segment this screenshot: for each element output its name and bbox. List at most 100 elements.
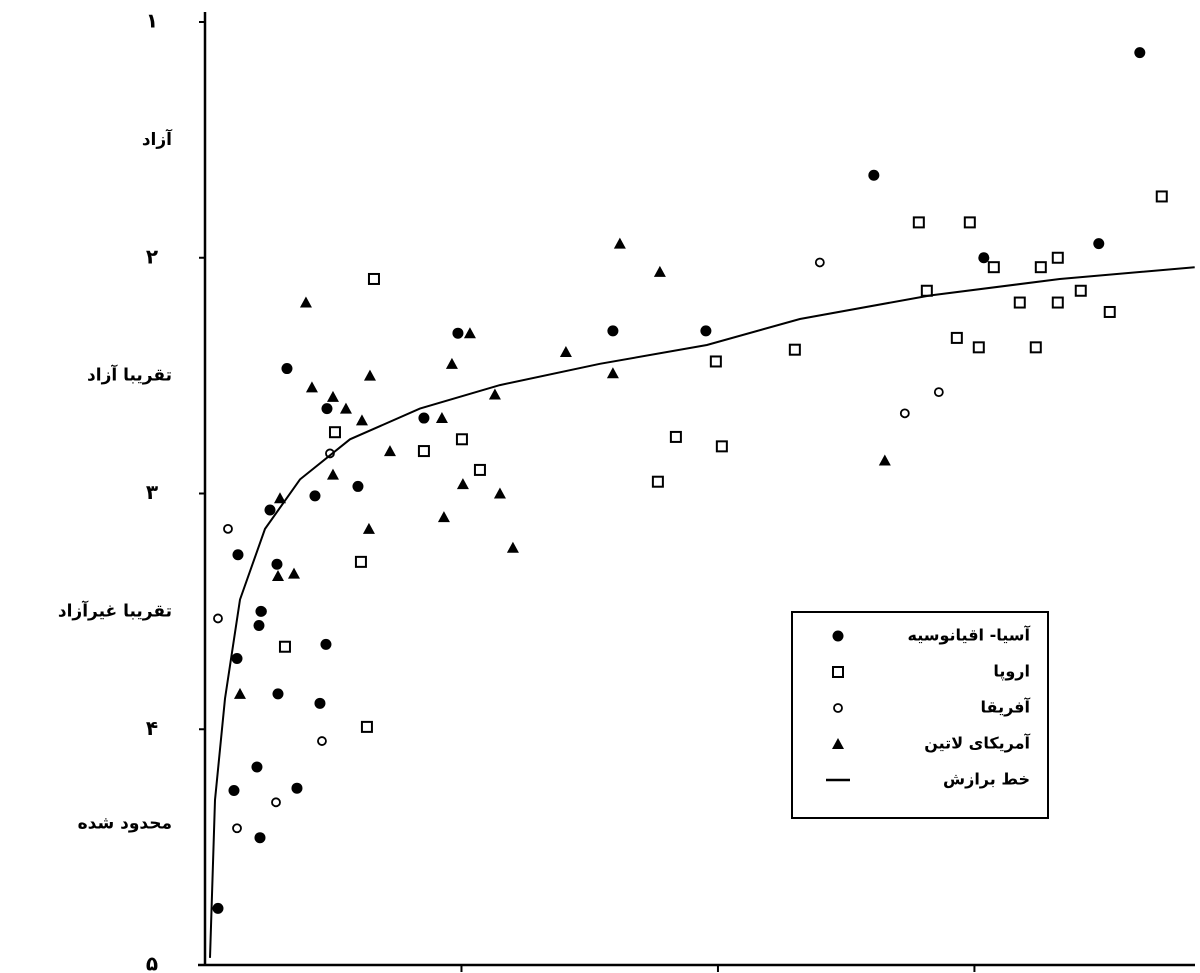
point: [922, 286, 932, 296]
point: [1157, 191, 1167, 201]
point: [228, 785, 239, 796]
point: [356, 414, 368, 425]
point: [330, 427, 340, 437]
point: [816, 258, 824, 266]
y-tick-label: ۵: [146, 952, 158, 973]
point: [653, 477, 663, 487]
point: [989, 262, 999, 272]
point: [254, 832, 265, 843]
point: [1053, 253, 1063, 263]
point: [438, 511, 450, 522]
point: [1053, 298, 1063, 308]
point: [306, 381, 318, 392]
point: [965, 217, 975, 227]
legend-label: اروپا: [993, 662, 1030, 682]
point: [868, 170, 879, 181]
point: [457, 478, 469, 489]
point: [494, 488, 506, 499]
point: [281, 363, 292, 374]
point: [291, 783, 302, 794]
point: [464, 327, 476, 338]
point: [320, 639, 331, 650]
point: [352, 481, 363, 492]
point: [327, 469, 339, 480]
point: [362, 722, 372, 732]
point: [978, 252, 989, 263]
point: [507, 542, 519, 553]
point: [224, 525, 232, 533]
point: [452, 328, 463, 339]
y-category-label: محدود شده: [78, 814, 172, 834]
point: [1031, 342, 1041, 352]
point: [614, 238, 626, 249]
point: [607, 367, 619, 378]
point: [560, 346, 572, 357]
point: [790, 345, 800, 355]
point: [914, 217, 924, 227]
point: [272, 570, 284, 581]
point: [251, 761, 262, 772]
point: [489, 388, 501, 399]
point: [327, 391, 339, 402]
point: [654, 266, 666, 277]
y-tick-label: ۳: [146, 480, 158, 504]
point: [607, 325, 618, 336]
point: [700, 325, 711, 336]
point: [446, 358, 458, 369]
point: [233, 824, 241, 832]
legend-label: خط برازش: [943, 770, 1030, 789]
y-category-label: تقریبا غیرآزاد: [58, 599, 172, 621]
point: [264, 505, 275, 516]
point: [901, 409, 909, 417]
point: [1036, 262, 1046, 272]
point: [253, 620, 264, 631]
point: [234, 688, 246, 699]
point: [952, 333, 962, 343]
point: [717, 441, 727, 451]
point: [271, 559, 282, 570]
point: [369, 274, 379, 284]
point: [419, 446, 429, 456]
point: [314, 698, 325, 709]
point: [309, 490, 320, 501]
point: [232, 549, 243, 560]
legend-marker: [833, 631, 844, 642]
point: [1076, 286, 1086, 296]
legend-label: آسیا- اقیانوسیه: [908, 625, 1031, 645]
point: [340, 403, 352, 414]
y-category-label: تقریبا آزاد: [87, 364, 172, 386]
point: [384, 445, 396, 456]
point: [1105, 307, 1115, 317]
point: [879, 454, 891, 465]
point: [436, 412, 448, 423]
legend-label: آمریکای لاتین: [924, 733, 1030, 753]
point: [475, 465, 485, 475]
point: [363, 523, 375, 534]
point: [272, 798, 280, 806]
point: [288, 568, 300, 579]
point: [321, 403, 332, 414]
point: [272, 688, 283, 699]
point: [318, 737, 326, 745]
point: [212, 903, 223, 914]
point: [418, 413, 429, 424]
point: [280, 642, 290, 652]
point: [356, 557, 366, 567]
point: [457, 434, 467, 444]
y-tick-label: ۲: [146, 244, 158, 268]
y-tick-label: ۱: [146, 9, 158, 33]
point: [364, 370, 376, 381]
point: [671, 432, 681, 442]
legend-label: آفریقا: [981, 697, 1031, 717]
y-tick-label: ۴: [146, 716, 158, 740]
chart: ۵۰۰۰ دلار۱۰۰۰۰ دلار۱۵۰۰۰ دلار۱۲۳۴۵آزادتق…: [0, 0, 1200, 973]
point: [232, 653, 243, 664]
y-category-label: آزاد: [142, 128, 173, 150]
point: [1093, 238, 1104, 249]
point: [214, 614, 222, 622]
point: [711, 356, 721, 366]
point: [1015, 298, 1025, 308]
point: [1134, 47, 1145, 58]
point: [300, 297, 312, 308]
point: [935, 388, 943, 396]
